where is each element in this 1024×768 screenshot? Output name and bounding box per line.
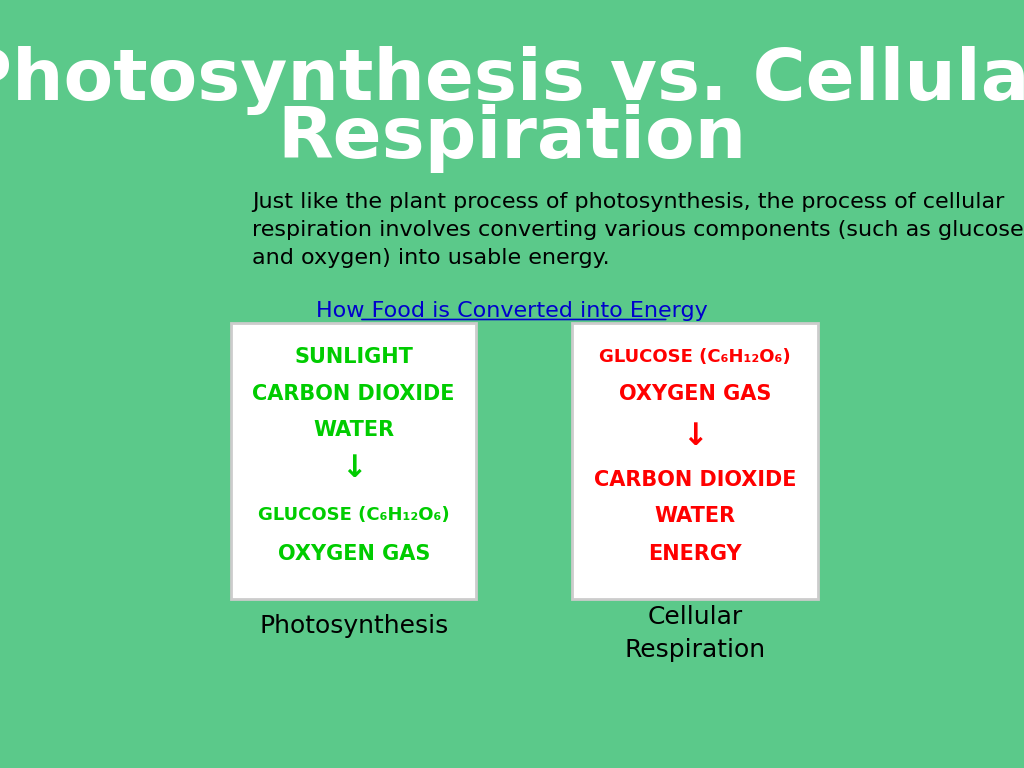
Text: WATER: WATER — [654, 506, 736, 526]
Text: Just like the plant process of photosynthesis, the process of cellular
respirati: Just like the plant process of photosynt… — [252, 193, 1024, 268]
Text: ↓: ↓ — [682, 422, 708, 451]
Text: CARBON DIOXIDE: CARBON DIOXIDE — [594, 470, 797, 490]
Text: OXYGEN GAS: OXYGEN GAS — [620, 384, 771, 404]
Text: CARBON DIOXIDE: CARBON DIOXIDE — [253, 384, 455, 404]
FancyBboxPatch shape — [572, 323, 818, 599]
Text: SUNLIGHT: SUNLIGHT — [294, 347, 413, 367]
Text: GLUCOSE (C₆H₁₂O₆): GLUCOSE (C₆H₁₂O₆) — [258, 505, 450, 524]
FancyBboxPatch shape — [231, 323, 476, 599]
Text: Cellular
Respiration: Cellular Respiration — [625, 605, 766, 662]
Text: OXYGEN GAS: OXYGEN GAS — [278, 545, 430, 564]
Text: Respiration: Respiration — [278, 104, 746, 173]
Text: WATER: WATER — [313, 420, 394, 440]
Text: How Food is Converted into Energy: How Food is Converted into Energy — [316, 301, 708, 321]
Text: Photosynthesis vs. Cellular: Photosynthesis vs. Cellular — [0, 46, 1024, 115]
Text: ENERGY: ENERGY — [648, 545, 742, 564]
Text: Photosynthesis: Photosynthesis — [259, 614, 449, 638]
Text: GLUCOSE (C₆H₁₂O₆): GLUCOSE (C₆H₁₂O₆) — [599, 348, 791, 366]
Text: ↓: ↓ — [341, 454, 367, 483]
